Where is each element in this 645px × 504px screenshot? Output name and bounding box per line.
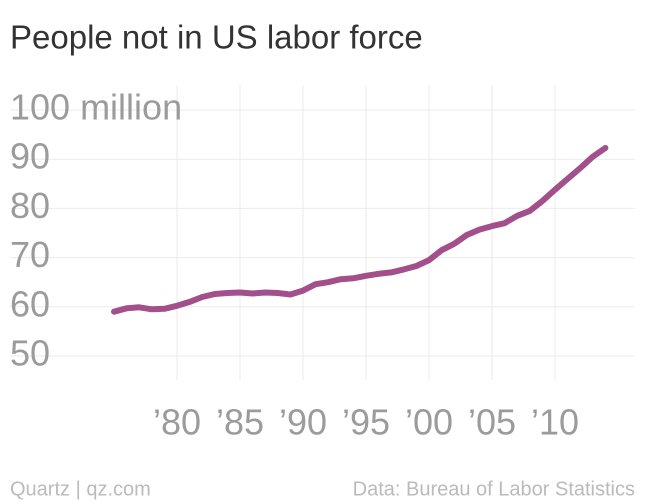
y-tick-label: 80: [10, 185, 50, 226]
data-line: [111, 144, 609, 315]
y-tick-label: 90: [10, 136, 50, 177]
x-tick-label: ’95: [342, 402, 390, 443]
x-tick-label: ’85: [216, 402, 264, 443]
y-tick-label: 50: [10, 333, 50, 374]
y-tick-label: 60: [10, 283, 50, 324]
x-tick-label: ’10: [531, 402, 579, 443]
chart-title: People not in US labor force: [10, 19, 423, 56]
x-tick-label: ’90: [279, 402, 327, 443]
x-tick-label: ’00: [405, 402, 453, 443]
source-left: Quartz | qz.com: [10, 478, 151, 500]
y-tick-label: 70: [10, 234, 50, 275]
x-tick-label: ’80: [153, 402, 201, 443]
source-right: Data: Bureau of Labor Statistics: [353, 478, 635, 500]
y-tick-label: 100 million: [10, 87, 182, 128]
x-tick-label: ’05: [468, 402, 516, 443]
